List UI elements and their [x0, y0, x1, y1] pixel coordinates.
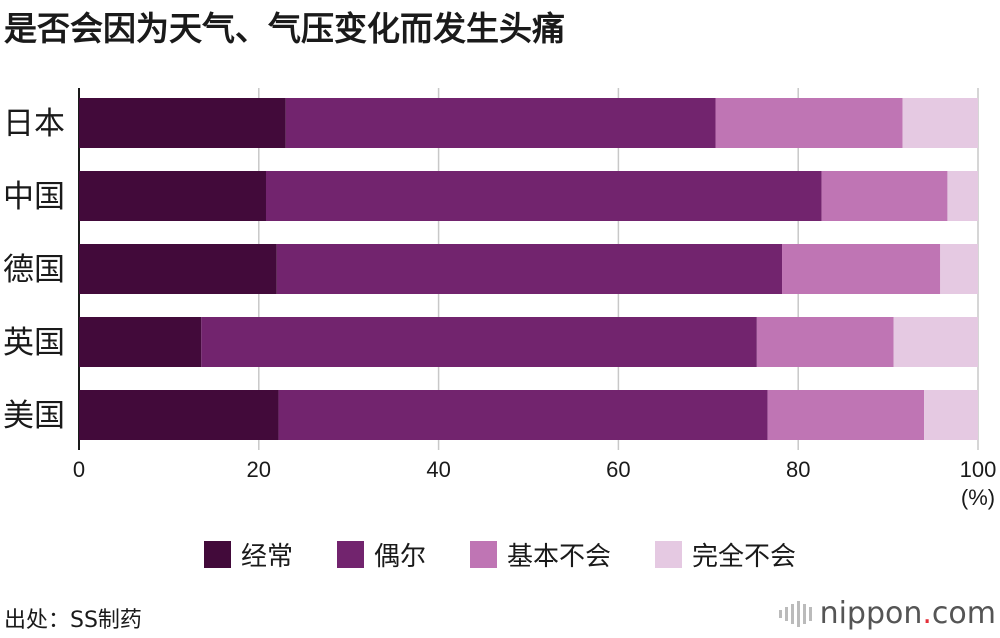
bars [79, 98, 978, 440]
bar-segment [265, 171, 822, 221]
bar-segment [821, 171, 948, 221]
x-tick-labels: 0 20 40 60 80 100 [73, 457, 996, 482]
category-label: 英国 [3, 325, 65, 361]
bar-segment [715, 98, 903, 148]
legend-item: 经常 [203, 536, 293, 573]
x-tick-label: 100 [960, 457, 997, 482]
bar-segment [201, 317, 757, 367]
x-tick-label: 0 [73, 457, 85, 482]
source-note: 出处：SS制药 [4, 608, 142, 633]
legend-label: 基本不会 [507, 542, 612, 572]
bar-segment [278, 390, 768, 440]
legend-swatch [336, 541, 364, 568]
legend-swatch [203, 541, 231, 568]
bar-segment [276, 244, 783, 294]
legend-swatch [655, 541, 683, 568]
legend-swatch [470, 541, 497, 568]
bar-segment [940, 244, 978, 294]
bar-segment [902, 98, 978, 148]
chart-title: 是否会因为天气、气压变化而发生头痛 [4, 9, 565, 48]
category-label: 中国 [3, 179, 65, 215]
x-tick-label: 60 [606, 457, 630, 482]
bar-segment [79, 98, 286, 148]
legend-item: 偶尔 [336, 536, 426, 573]
legend-label: 经常 [240, 542, 293, 572]
legend-label: 偶尔 [373, 542, 426, 572]
x-tick-label: 40 [426, 457, 450, 482]
category-label: 日本 [3, 106, 65, 142]
bar-segment [79, 244, 277, 294]
bar-segment [79, 317, 202, 367]
legend-label: 完全不会 [692, 542, 797, 572]
bar-segment [285, 98, 716, 148]
x-tick-label: 20 [247, 457, 271, 482]
x-tick-label: 80 [786, 457, 810, 482]
bar-segment [767, 390, 925, 440]
legend-item: 基本不会 [470, 536, 611, 573]
bar-segment [79, 390, 279, 440]
bar-segment [79, 171, 266, 221]
logo-mark-icon [778, 600, 812, 627]
category-label: 德国 [3, 252, 65, 288]
bar-segment [782, 244, 941, 294]
bar-segment [893, 317, 978, 367]
nippon-logo: nippon.com [778, 596, 996, 631]
x-unit-label: (%) [961, 485, 995, 510]
bar-segment [947, 171, 978, 221]
legend: 经常 偶尔 基本不会 完全不会 [0, 536, 1000, 573]
bar-segment [756, 317, 894, 367]
category-label: 美国 [3, 398, 65, 434]
bar-segment [924, 390, 978, 440]
legend-item: 完全不会 [655, 536, 796, 573]
